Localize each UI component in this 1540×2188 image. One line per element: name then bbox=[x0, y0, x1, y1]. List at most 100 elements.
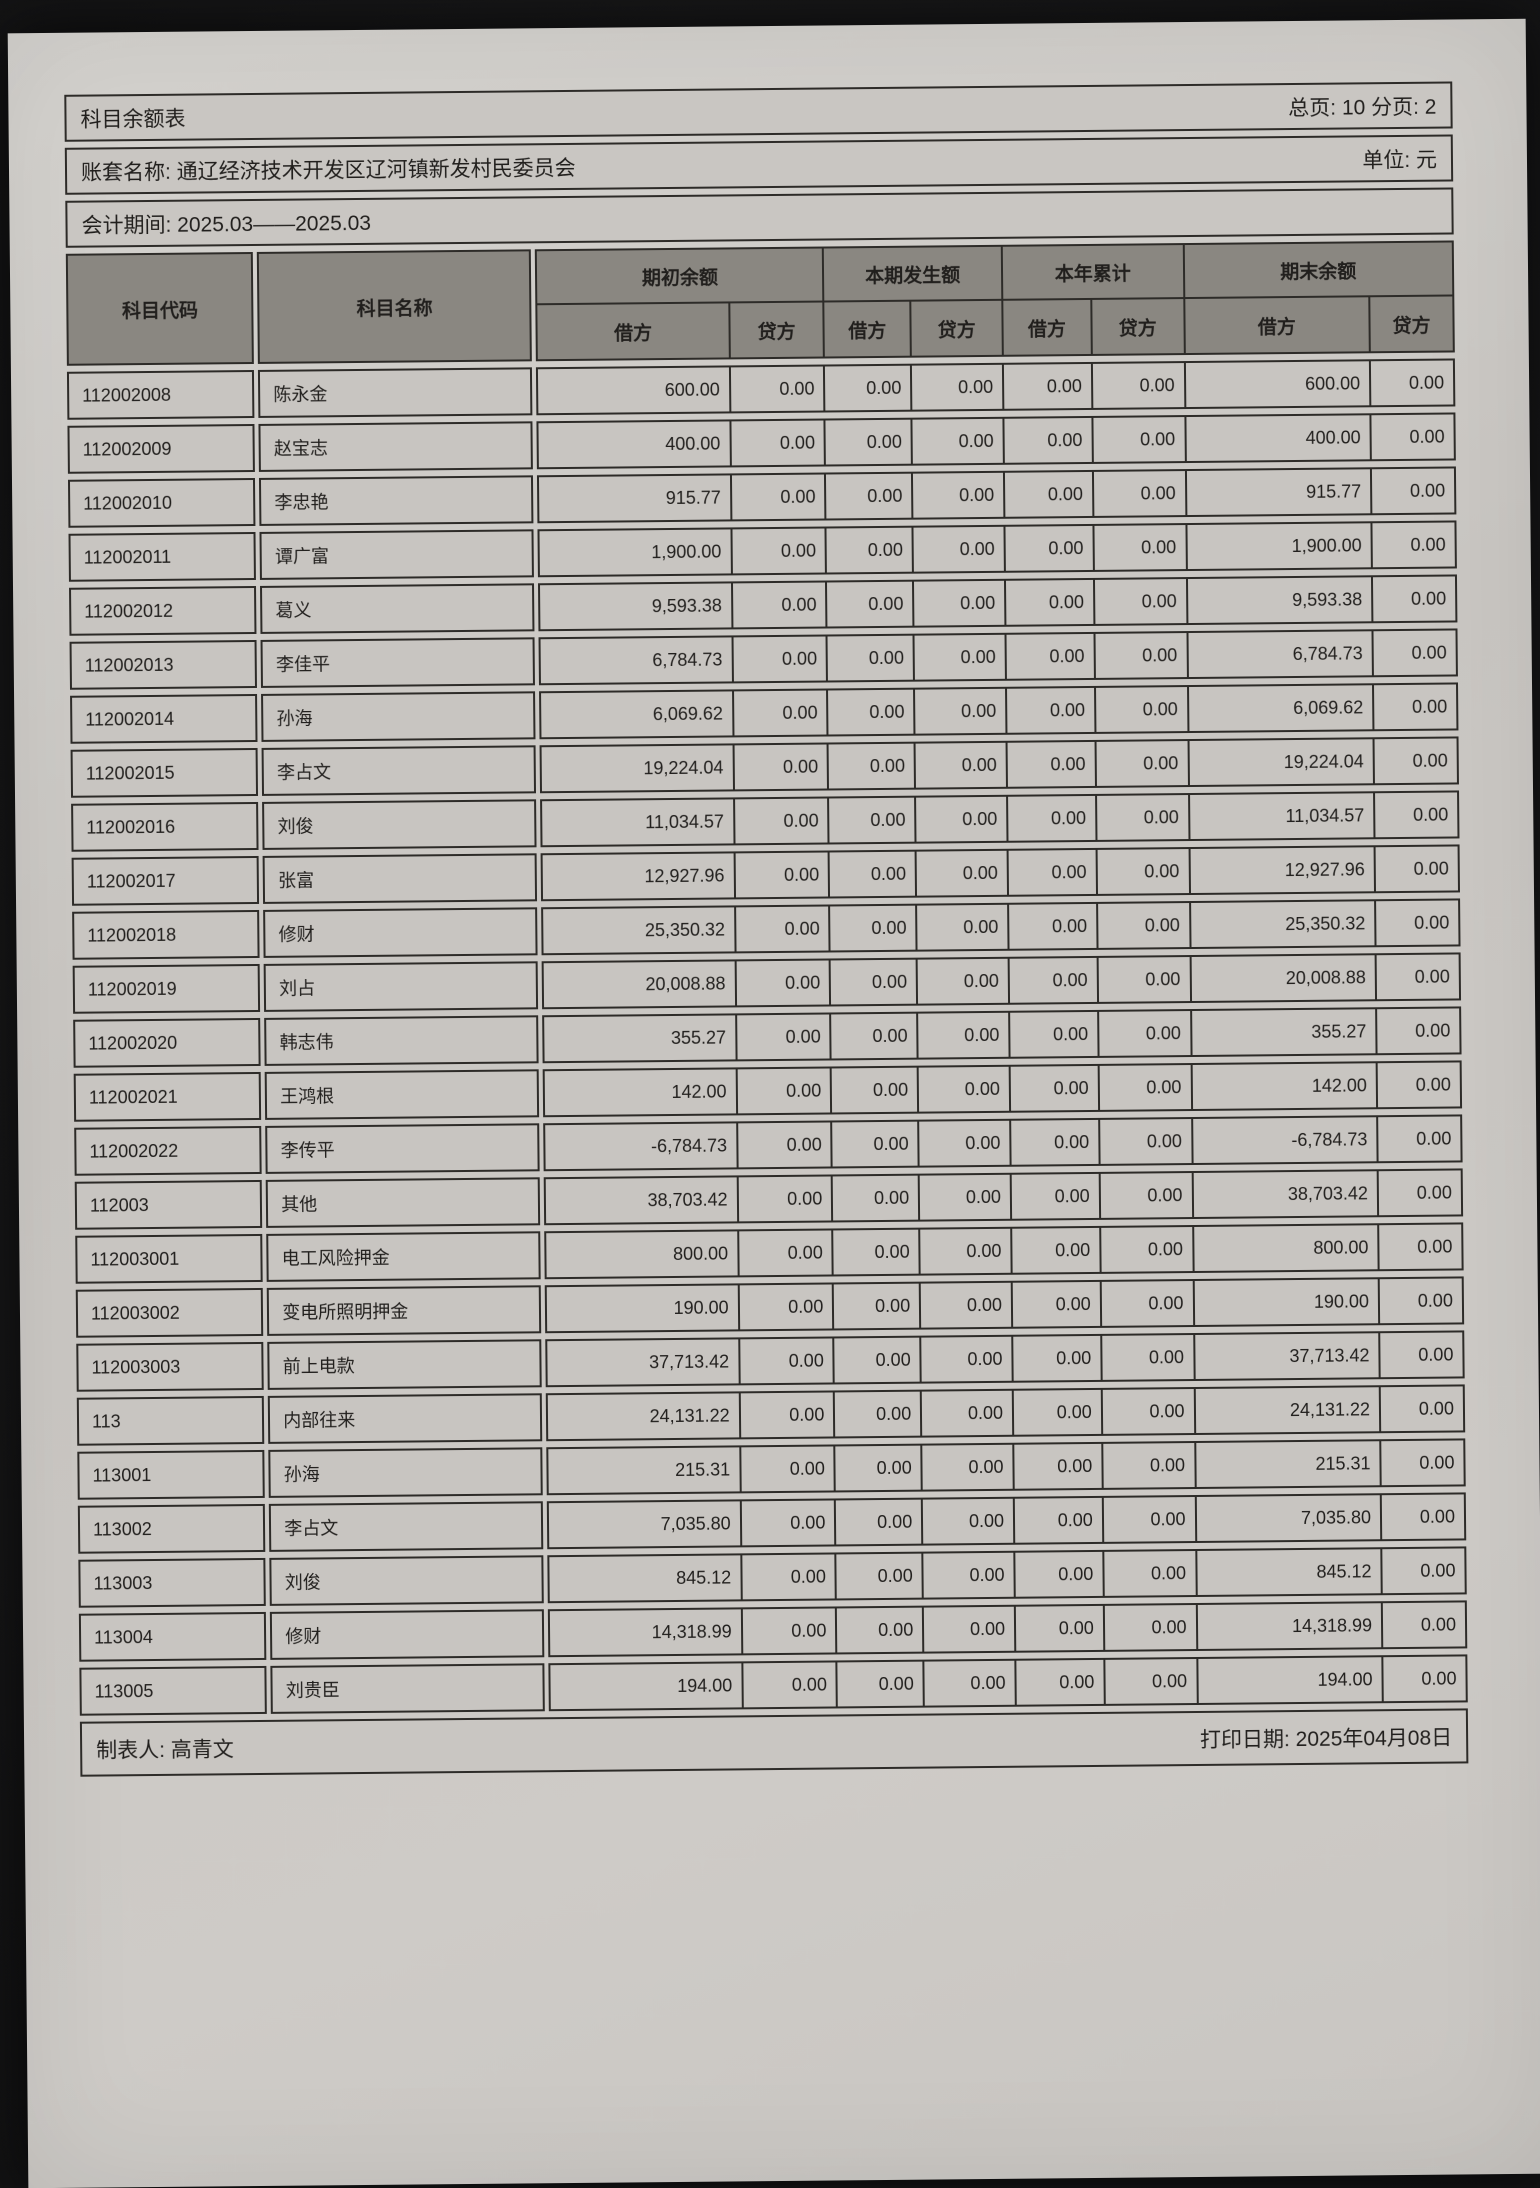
credit-header: 贷方 bbox=[727, 302, 824, 358]
account-name-cell: 孙海 bbox=[268, 1447, 544, 1498]
beginning-credit-cell: 0.00 bbox=[733, 852, 829, 898]
ytd-debit-cell: 0.00 bbox=[1009, 1173, 1099, 1219]
ytd-debit-cell: 0.00 bbox=[1005, 687, 1095, 733]
amount-cells: 25,350.32 0.00 0.00 0.00 0.00 0.00 25,35… bbox=[541, 898, 1461, 956]
ending-debit-cell: 800.00 bbox=[1191, 1225, 1378, 1272]
ending-credit-cell: 0.00 bbox=[1378, 1386, 1464, 1432]
amount-cells: 800.00 0.00 0.00 0.00 0.00 0.00 800.00 0… bbox=[544, 1222, 1464, 1280]
ytd-credit-cell: 0.00 bbox=[1102, 1551, 1196, 1596]
account-code-cell: 112003 bbox=[74, 1179, 263, 1230]
ytd-credit-cell: 0.00 bbox=[1092, 525, 1186, 570]
period-credit-cell: 0.00 bbox=[918, 1282, 1012, 1328]
ytd-debit-cell: 0.00 bbox=[1009, 1119, 1099, 1165]
beginning-credit-cell: 0.00 bbox=[736, 1230, 832, 1276]
account-name-cell: 孙海 bbox=[261, 691, 536, 742]
debit-header: 借方 bbox=[1001, 299, 1091, 355]
table-row: 112002020 韩志伟 355.27 0.00 0.00 0.00 0.00… bbox=[73, 1006, 1462, 1068]
period-debit-cell: 0.00 bbox=[835, 1661, 924, 1707]
table-body: 112002008 陈永金 600.00 0.00 0.00 0.00 0.00… bbox=[66, 358, 1468, 1716]
account-name-cell: 修财 bbox=[270, 1609, 545, 1660]
beginning-debit-cell: 215.31 bbox=[675, 1458, 731, 1480]
ytd-credit-cell: 0.00 bbox=[1096, 957, 1190, 1002]
beginning-debit-cell: 12,927.96 bbox=[644, 864, 725, 886]
account-code-cell: 113003 bbox=[78, 1557, 267, 1608]
beginning-credit-cell: 0.00 bbox=[738, 1446, 835, 1492]
ending-credit-cell: 0.00 bbox=[1372, 684, 1457, 730]
ending-debit-cell: 38,703.42 bbox=[1191, 1171, 1378, 1218]
period-credit-cell: 0.00 bbox=[913, 742, 1006, 788]
beginning-credit-cell: 0.00 bbox=[734, 960, 830, 1006]
col-header-code: 科目代码 bbox=[65, 251, 255, 366]
ytd-credit-cell: 0.00 bbox=[1093, 633, 1187, 678]
period-debit-cell: 0.00 bbox=[833, 1445, 921, 1491]
period-credit-cell: 0.00 bbox=[913, 688, 1006, 734]
account-name-cell: 刘占 bbox=[263, 961, 539, 1012]
account-code-cell: 112002015 bbox=[70, 747, 259, 798]
ending-credit-cell: 0.00 bbox=[1369, 468, 1455, 514]
ytd-credit-cell: 0.00 bbox=[1095, 849, 1189, 894]
beginning-debit-cell: 190.00 bbox=[673, 1296, 729, 1318]
beginning-credit-cell: 0.00 bbox=[737, 1338, 834, 1384]
ytd-credit-cell: 0.00 bbox=[1091, 471, 1185, 516]
ending-debit-cell: 19,224.04 bbox=[1187, 739, 1373, 786]
debit-header: 借方 bbox=[613, 322, 653, 345]
credit-header: 贷方 bbox=[1368, 296, 1453, 352]
amount-cells: 11,034.57 0.00 0.00 0.00 0.00 0.00 11,03… bbox=[540, 790, 1460, 848]
ytd-credit-cell: 0.00 bbox=[1101, 1443, 1195, 1488]
ending-debit-cell: 600.00 bbox=[1183, 361, 1370, 408]
period-debit-cell: 0.00 bbox=[832, 1283, 920, 1329]
amount-cells: 845.12 0.00 0.00 0.00 0.00 0.00 845.12 0… bbox=[547, 1546, 1467, 1604]
table-row: 112002021 王鸿根 142.00 0.00 0.00 0.00 0.00… bbox=[73, 1060, 1463, 1122]
ytd-debit-cell: 0.00 bbox=[1005, 741, 1095, 787]
account-name-cell: 刘贵臣 bbox=[270, 1663, 546, 1714]
ytd-credit-cell: 0.00 bbox=[1094, 741, 1188, 786]
account-code-cell: 113004 bbox=[78, 1611, 267, 1662]
ytd-debit-cell: 0.00 bbox=[1011, 1389, 1101, 1435]
beginning-debit-cell: 1,900.00 bbox=[651, 541, 722, 562]
ending-credit-cell: 0.00 bbox=[1368, 360, 1454, 406]
ytd-credit-cell: 0.00 bbox=[1094, 795, 1189, 840]
ending-credit-cell: 0.00 bbox=[1379, 1440, 1464, 1486]
beginning-credit-cell: 0.00 bbox=[734, 1014, 830, 1060]
ytd-debit-cell: 0.00 bbox=[1013, 1551, 1103, 1597]
period-debit-cell: 0.00 bbox=[825, 581, 913, 627]
account-code-cell: 113001 bbox=[77, 1449, 266, 1500]
preparer-name: 制表人: 高青文 bbox=[96, 1737, 234, 1763]
ending-debit-cell: 1,900.00 bbox=[1185, 523, 1371, 570]
beginning-debit-cell: -6,784.73 bbox=[650, 1134, 728, 1156]
account-name-cell: 修财 bbox=[263, 907, 538, 958]
account-code-cell: 112002022 bbox=[74, 1125, 262, 1176]
ending-debit-cell: 400.00 bbox=[1183, 415, 1370, 462]
ytd-debit-cell: 0.00 bbox=[1004, 633, 1094, 679]
amount-cells: -6,784.73 0.00 0.00 0.00 0.00 0.00 -6,78… bbox=[543, 1114, 1463, 1172]
amount-cells: 1,900.00 0.00 0.00 0.00 0.00 0.00 1,900.… bbox=[537, 520, 1457, 578]
amount-cells: 190.00 0.00 0.00 0.00 0.00 0.00 190.00 0… bbox=[545, 1276, 1465, 1334]
beginning-credit-cell: 0.00 bbox=[735, 1122, 831, 1168]
period-debit-cell: 0.00 bbox=[823, 419, 912, 465]
beginning-debit-cell: 355.27 bbox=[670, 1026, 727, 1048]
ending-credit-cell: 0.00 bbox=[1374, 900, 1459, 946]
ytd-credit-cell: 0.00 bbox=[1101, 1497, 1195, 1542]
ending-debit-cell: 915.77 bbox=[1184, 469, 1371, 516]
beginning-debit-cell: 37,713.42 bbox=[648, 1350, 730, 1372]
account-name-cell: 刘俊 bbox=[262, 799, 537, 850]
beginning-debit-cell: 19,224.04 bbox=[643, 756, 724, 778]
ytd-debit-cell: 0.00 bbox=[1003, 525, 1093, 571]
ytd-credit-cell: 0.00 bbox=[1093, 687, 1187, 732]
ytd-credit-cell: 0.00 bbox=[1099, 1281, 1193, 1326]
ytd-credit-cell: 0.00 bbox=[1098, 1173, 1192, 1218]
period-debit-cell: 0.00 bbox=[833, 1391, 921, 1437]
ending-credit-cell: 0.00 bbox=[1375, 1008, 1460, 1054]
table-row: 112002019 刘占 20,008.88 0.00 0.00 0.00 0.… bbox=[72, 952, 1462, 1014]
ytd-credit-cell: 0.00 bbox=[1092, 579, 1186, 624]
ytd-credit-cell: 0.00 bbox=[1102, 1605, 1196, 1650]
amount-cells: 6,784.73 0.00 0.00 0.00 0.00 0.00 6,784.… bbox=[538, 628, 1458, 686]
ending-debit-cell: 7,035.80 bbox=[1194, 1495, 1381, 1542]
ytd-credit-cell: 0.00 bbox=[1096, 1011, 1191, 1056]
ending-credit-cell: 0.00 bbox=[1377, 1278, 1463, 1324]
amount-cells: 142.00 0.00 0.00 0.00 0.00 0.00 142.00 0… bbox=[542, 1060, 1463, 1118]
account-code-cell: 112002017 bbox=[71, 855, 260, 906]
period-debit-cell: 0.00 bbox=[823, 365, 911, 411]
ending-debit-cell: 194.00 bbox=[1195, 1657, 1382, 1704]
ending-credit-cell: 0.00 bbox=[1372, 738, 1457, 784]
